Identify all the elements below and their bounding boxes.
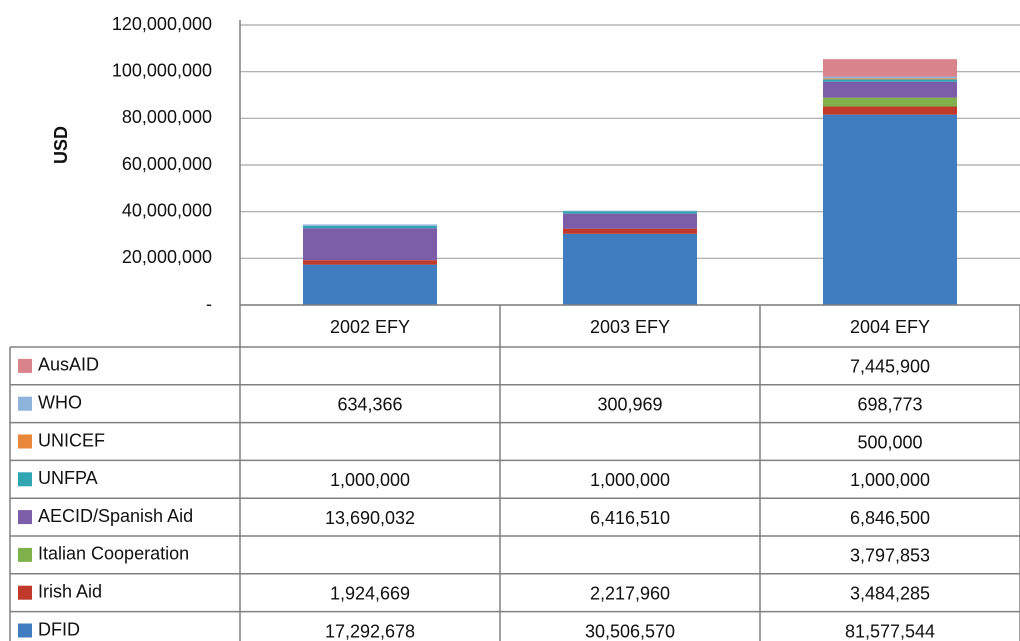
y-tick-label: 120,000,000 — [112, 14, 212, 34]
legend-label: UNICEF — [38, 430, 105, 450]
table-value: 30,506,570 — [585, 621, 675, 641]
y-tick-label: 100,000,000 — [112, 60, 212, 80]
bar-segment — [563, 213, 697, 229]
table-value: 1,924,669 — [330, 583, 410, 603]
legend-swatch — [18, 623, 32, 638]
bar-segment — [563, 228, 697, 234]
legend-label: UNFPA — [38, 468, 98, 488]
y-tick-label: 20,000,000 — [122, 247, 212, 267]
bar-segment — [563, 233, 697, 305]
table-value: 7,445,900 — [850, 357, 930, 377]
legend-swatch — [18, 472, 32, 487]
table-value: 1,000,000 — [330, 470, 410, 490]
legend-swatch — [18, 585, 32, 600]
bar-segment — [563, 210, 697, 212]
bar-segment — [303, 224, 437, 226]
table-value: 2,217,960 — [590, 583, 670, 603]
bar-segment — [303, 260, 437, 265]
bar-segment — [823, 76, 957, 79]
legend-label: WHO — [38, 392, 82, 412]
y-axis-label: USD — [51, 126, 71, 164]
bar-segment — [823, 79, 957, 82]
table-value: 13,690,032 — [325, 508, 415, 528]
table-value: 1,000,000 — [850, 470, 930, 490]
bar-segment — [823, 97, 957, 107]
legend-label: AECID/Spanish Aid — [38, 506, 193, 526]
bar-segment — [823, 78, 957, 80]
legend-label: DFID — [38, 619, 80, 639]
legend-swatch — [18, 434, 32, 449]
table-value: 3,797,853 — [850, 546, 930, 566]
table-value: 698,773 — [857, 394, 922, 414]
table-value: 500,000 — [857, 432, 922, 452]
bar-segment — [823, 81, 957, 98]
legend-swatch — [18, 396, 32, 411]
table-value: 1,000,000 — [590, 470, 670, 490]
table-value: 6,416,510 — [590, 508, 670, 528]
y-tick-label: 40,000,000 — [122, 200, 212, 220]
legend-swatch — [18, 510, 32, 525]
legend-swatch — [18, 358, 32, 373]
bar-segment — [303, 264, 437, 305]
table-value: 3,484,285 — [850, 583, 930, 603]
x-tick-label: 2002 EFY — [330, 317, 410, 337]
y-tick-label: 60,000,000 — [122, 154, 212, 174]
legend-label: AusAID — [38, 355, 99, 375]
bar-segment — [303, 228, 437, 261]
x-tick-label: 2004 EFY — [850, 317, 930, 337]
bar-segment — [823, 106, 957, 115]
table-value: 6,846,500 — [850, 508, 930, 528]
table-value: 634,366 — [337, 394, 402, 414]
bar-segment — [303, 225, 437, 229]
bar-segment — [563, 211, 697, 214]
table-value: 300,969 — [597, 394, 662, 414]
bar-segment — [823, 114, 957, 305]
bar-segment — [823, 59, 957, 77]
y-tick-label: - — [206, 294, 212, 314]
legend-label: Italian Cooperation — [38, 544, 189, 564]
legend-label: Irish Aid — [38, 581, 102, 601]
x-tick-label: 2003 EFY — [590, 317, 670, 337]
table-value: 17,292,678 — [325, 621, 415, 641]
table-value: 81,577,544 — [845, 621, 935, 641]
legend-swatch — [18, 547, 32, 562]
y-tick-label: 80,000,000 — [122, 107, 212, 127]
